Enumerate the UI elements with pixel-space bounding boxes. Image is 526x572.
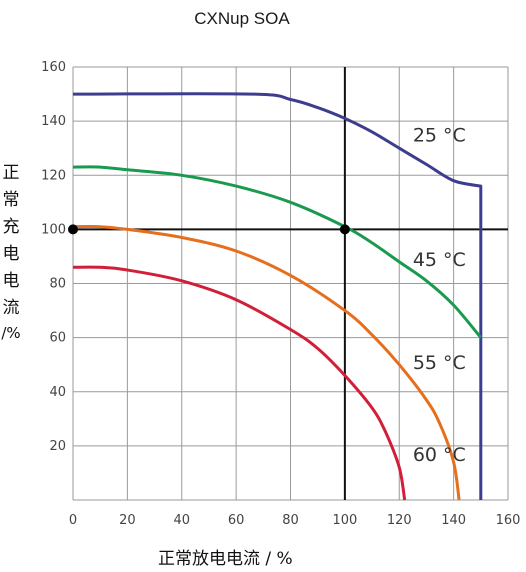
y-tick-label: 60 <box>49 331 66 346</box>
y-tick-label: 20 <box>49 439 66 454</box>
y-tick-label: 140 <box>41 114 66 129</box>
curve-label: 45 °C <box>413 249 466 271</box>
x-tick-label: 20 <box>119 513 136 528</box>
x-tick-label: 140 <box>441 513 466 528</box>
series-line <box>72 92 483 500</box>
y-tick-label: 40 <box>49 385 66 400</box>
y-axis-label-char: 流 <box>2 298 20 318</box>
series-line <box>72 265 407 501</box>
reference-lines <box>73 67 508 500</box>
x-tick-label: 60 <box>228 513 245 528</box>
y-tick-label: 120 <box>41 168 66 183</box>
x-tick-label: 100 <box>332 513 357 528</box>
data-marker <box>339 224 350 235</box>
y-tick-label: 160 <box>41 60 66 75</box>
y-axis-label: 正 常 充 电 电 流 /% <box>0 160 22 344</box>
tick-labels: 0 20 40 60 80 100 120 140 160 20 40 60 80 100 120 140 16… <box>41 60 520 528</box>
curve-label: 55 °C <box>413 352 466 374</box>
y-axis-unit: /% <box>1 324 21 342</box>
x-tick-label: 160 <box>496 513 521 528</box>
y-axis-label-char: 常 <box>2 190 20 210</box>
x-tick-label: 0 <box>69 513 77 528</box>
curve-label: 25 °C <box>413 125 466 147</box>
x-tick-label: 80 <box>282 513 299 528</box>
x-axis-label: 正常放电电流 / % <box>158 549 293 569</box>
series-line <box>72 165 482 339</box>
curve-labels: 25 °C 45 °C 55 °C 60 °C <box>413 125 466 466</box>
series-lines <box>72 92 483 501</box>
y-tick-label: 100 <box>41 222 66 237</box>
markers <box>68 224 350 235</box>
grid <box>72 66 509 501</box>
y-axis-label-char: 充 <box>2 217 20 237</box>
y-axis-label-char: 电 <box>2 271 20 291</box>
y-axis-label-char: 电 <box>2 244 20 264</box>
series-line <box>72 224 461 501</box>
x-tick-label: 40 <box>173 513 190 528</box>
x-tick-label: 120 <box>387 513 412 528</box>
data-marker <box>68 224 78 235</box>
chart-title: CXNup SOA <box>194 9 290 28</box>
curve-label: 60 °C <box>413 444 466 466</box>
y-tick-label: 80 <box>49 277 66 292</box>
y-axis-label-char: 正 <box>2 163 20 183</box>
